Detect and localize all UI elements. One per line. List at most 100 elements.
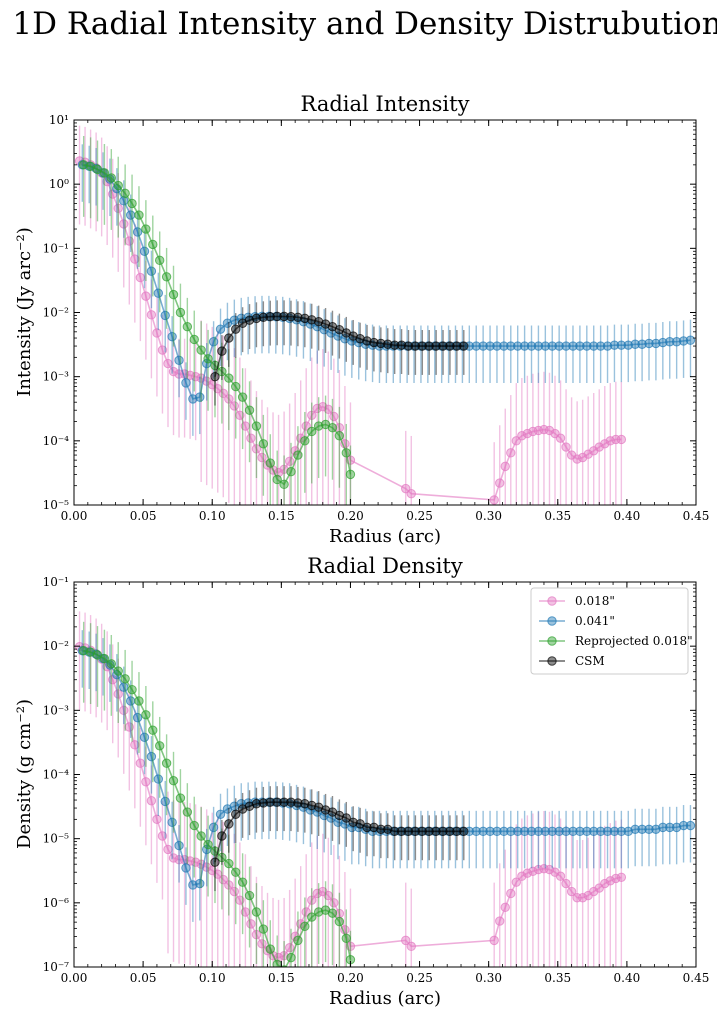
point-pink xyxy=(605,436,616,446)
point-csm xyxy=(403,341,414,351)
point-green xyxy=(203,354,213,364)
point-csm xyxy=(369,822,379,833)
point-csm xyxy=(459,341,469,351)
point-pink xyxy=(157,345,168,355)
point-pink xyxy=(168,853,179,863)
point-blue xyxy=(471,341,481,351)
point-green xyxy=(293,935,303,946)
point-blue xyxy=(153,288,164,298)
point-blue xyxy=(665,822,675,833)
point-csm xyxy=(348,331,358,341)
point-green xyxy=(141,710,151,720)
point-green xyxy=(175,307,186,318)
point-blue xyxy=(658,337,668,348)
point-pink xyxy=(511,877,522,887)
point-csm xyxy=(396,340,407,350)
point-csm xyxy=(355,334,365,344)
point-csm xyxy=(307,800,317,811)
point-pink xyxy=(257,452,267,463)
point-csm xyxy=(286,797,296,807)
line-csm xyxy=(214,315,464,377)
legend-item-blue: 0.041" xyxy=(539,614,615,628)
y-tick-label: 10⁻² xyxy=(43,306,70,320)
point-blue xyxy=(685,335,696,345)
point-green xyxy=(265,458,275,468)
point-green xyxy=(182,322,193,332)
point-green xyxy=(334,916,345,927)
point-csm xyxy=(210,371,220,382)
point-green xyxy=(341,448,351,458)
point-blue xyxy=(554,341,564,351)
point-csm xyxy=(293,798,303,808)
point-blue xyxy=(506,341,516,351)
point-blue xyxy=(506,826,516,837)
point-blue xyxy=(658,822,668,833)
point-pink xyxy=(218,874,228,885)
series-csm xyxy=(210,300,469,406)
point-blue xyxy=(485,341,495,351)
point-blue xyxy=(499,341,509,351)
point-blue xyxy=(540,826,551,837)
point-green xyxy=(244,405,255,415)
point-pink xyxy=(124,236,134,246)
point-pink xyxy=(113,203,123,214)
point-pink xyxy=(246,919,256,929)
point-green xyxy=(224,373,234,383)
point-csm xyxy=(445,826,455,837)
point-csm xyxy=(210,857,220,867)
point-csm xyxy=(403,826,414,837)
point-pink xyxy=(218,388,228,399)
point-csm xyxy=(383,824,393,834)
y-tick-label: 10⁻⁵ xyxy=(43,498,70,512)
legend-marker xyxy=(547,636,557,646)
point-green xyxy=(272,474,282,485)
point-blue xyxy=(167,331,177,342)
point-pink xyxy=(489,495,499,505)
point-pink xyxy=(152,814,162,825)
point-pink xyxy=(185,370,195,381)
point-green xyxy=(217,366,227,377)
point-csm xyxy=(244,801,255,811)
point-blue xyxy=(499,826,509,837)
point-csm xyxy=(362,822,372,833)
point-green xyxy=(134,210,144,220)
point-pink xyxy=(517,431,527,441)
point-csm xyxy=(362,336,372,346)
point-blue xyxy=(644,338,654,349)
point-green xyxy=(300,436,310,446)
point-blue xyxy=(685,820,696,831)
point-pink xyxy=(163,844,173,855)
point-pink xyxy=(279,464,289,475)
point-pink xyxy=(240,421,251,431)
point-blue xyxy=(105,660,115,670)
point-pink xyxy=(600,878,610,889)
x-tick-label: 0.15 xyxy=(268,971,295,985)
point-pink xyxy=(190,857,201,867)
point-green xyxy=(127,198,137,209)
point-blue xyxy=(485,826,495,837)
point-blue xyxy=(575,341,585,351)
point-green xyxy=(189,334,199,345)
point-blue xyxy=(644,824,654,834)
point-green xyxy=(78,160,89,170)
point-blue xyxy=(132,227,143,237)
legend-label: 0.041" xyxy=(575,614,615,628)
point-pink xyxy=(577,452,588,463)
series-csm xyxy=(210,786,469,892)
point-pink xyxy=(401,935,411,946)
x-tick-label: 0.05 xyxy=(130,971,157,985)
point-green xyxy=(307,912,317,922)
point-blue xyxy=(215,324,226,334)
point-green xyxy=(154,741,165,751)
point-pink xyxy=(119,219,129,229)
x-tick-label: 0.40 xyxy=(614,509,641,523)
intensity-title: Radial Intensity xyxy=(301,92,470,116)
point-pink xyxy=(312,403,322,414)
point-pink xyxy=(517,871,527,881)
point-pink xyxy=(235,895,245,905)
point-pink xyxy=(329,898,339,908)
point-pink xyxy=(323,890,334,901)
point-blue xyxy=(146,266,157,276)
point-blue xyxy=(616,826,627,837)
point-blue xyxy=(623,826,633,837)
